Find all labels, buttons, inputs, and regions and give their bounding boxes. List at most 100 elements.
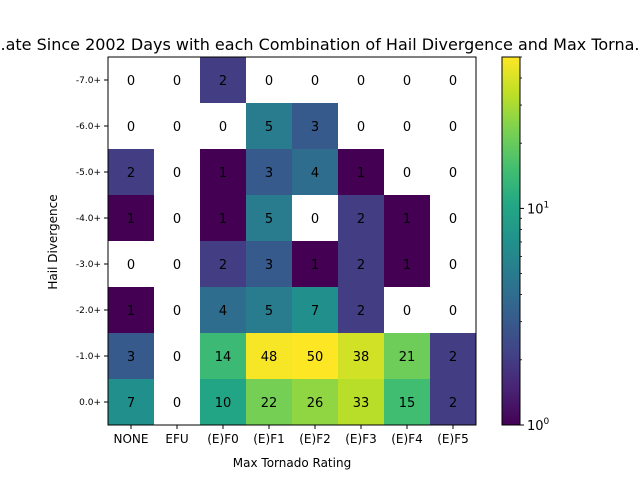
heatmap-cell: [384, 241, 431, 288]
cell-value-label: 0: [173, 350, 181, 365]
heatmap-cell: [338, 57, 385, 104]
heatmap-cell: [200, 195, 247, 242]
cell-value-label: 15: [399, 396, 416, 411]
cell-value-label: 14: [215, 350, 232, 365]
heatmap-cell: [384, 103, 431, 150]
cell-value-label: 0: [449, 258, 457, 273]
heatmap-cell: [108, 379, 155, 426]
heatmap-cell: [384, 57, 431, 104]
heatmap-cell: [292, 195, 339, 242]
heatmap-cell: [292, 333, 339, 380]
y-tick-label: 0.0+: [79, 398, 101, 408]
cell-value-label: 2: [449, 396, 457, 411]
cell-value-label: 3: [265, 258, 273, 273]
heatmap-cell: [200, 333, 247, 380]
heatmap-cell: [430, 57, 477, 104]
heatmap-cell: [246, 103, 293, 150]
x-tick-label: (E)F5: [437, 432, 468, 446]
cell-value-label: 1: [311, 258, 319, 273]
cell-value-label: 10: [215, 396, 232, 411]
y-tick-label: -6.0+: [76, 122, 101, 132]
heatmap-cell: [200, 241, 247, 288]
cell-value-label: 33: [353, 396, 370, 411]
cell-value-label: 0: [311, 74, 319, 89]
y-tick-label: -5.0+: [76, 168, 101, 178]
heatmap-cell: [338, 149, 385, 196]
heatmap-cell: [154, 287, 201, 334]
y-tick-label: -2.0+: [76, 306, 101, 316]
cell-value-label: 0: [403, 74, 411, 89]
heatmap-cell: [108, 57, 155, 104]
x-tick-label: (E)F0: [207, 432, 238, 446]
cell-value-label: 48: [261, 350, 278, 365]
heatmap-cell: [154, 379, 201, 426]
cell-value-label: 1: [403, 212, 411, 227]
heatmap-cell: [430, 379, 477, 426]
heatmap-cell: [430, 195, 477, 242]
cell-value-label: 0: [449, 74, 457, 89]
x-axis-label: Max Tornado Rating: [233, 456, 351, 470]
y-tick-label: -4.0+: [76, 214, 101, 224]
cell-value-label: 0: [449, 120, 457, 135]
cell-value-label: 21: [399, 350, 416, 365]
heatmap-cell: [292, 287, 339, 334]
heatmap-cell: [384, 149, 431, 196]
heatmap-cell: [200, 57, 247, 104]
cell-value-label: 3: [265, 166, 273, 181]
cell-value-label: 4: [219, 304, 227, 319]
heatmap-cell: [292, 103, 339, 150]
cell-value-label: 22: [261, 396, 278, 411]
y-tick-label: -3.0+: [76, 260, 101, 270]
x-tick-label: (E)F1: [253, 432, 284, 446]
heatmap-cell: [154, 241, 201, 288]
cell-value-label: 1: [127, 212, 135, 227]
colorbar-tick-label: 101: [527, 200, 549, 217]
cell-value-label: 0: [173, 74, 181, 89]
cell-value-label: 0: [173, 304, 181, 319]
cell-value-label: 5: [265, 120, 273, 135]
heatmap-cell: [108, 333, 155, 380]
heatmap-cell: [154, 149, 201, 196]
heatmap-cell: [338, 379, 385, 426]
heatmap-cell: [430, 149, 477, 196]
heatmap-cell: [338, 333, 385, 380]
heatmap-cell: [108, 195, 155, 242]
cell-value-label: 1: [403, 258, 411, 273]
y-tick-label: -1.0+: [76, 352, 101, 362]
heatmap-cell: [338, 241, 385, 288]
x-tick-label: NONE: [114, 432, 149, 446]
cell-value-label: 5: [265, 212, 273, 227]
cell-value-label: 1: [127, 304, 135, 319]
cell-value-label: 0: [311, 212, 319, 227]
cell-value-label: 0: [357, 74, 365, 89]
heatmap-cell: [292, 241, 339, 288]
x-tick-label: (E)F2: [299, 432, 330, 446]
cell-value-label: 5: [265, 304, 273, 319]
cell-value-label: 3: [127, 350, 135, 365]
heatmap-cell: [154, 333, 201, 380]
cell-value-label: 2: [219, 74, 227, 89]
cell-value-label: 0: [265, 74, 273, 89]
heatmap-cell: [430, 103, 477, 150]
heatmap-cell: [384, 379, 431, 426]
heatmap-cell: [246, 241, 293, 288]
cell-value-label: 38: [353, 350, 370, 365]
x-tick-label: EFU: [165, 432, 188, 446]
cell-value-label: 2: [357, 304, 365, 319]
heatmap-cell: [384, 287, 431, 334]
heatmap-cell: [108, 287, 155, 334]
heatmap-cell: [200, 379, 247, 426]
cell-value-label: 50: [307, 350, 324, 365]
cell-value-label: 0: [449, 166, 457, 181]
cell-value-label: 2: [357, 212, 365, 227]
cell-value-label: 0: [127, 258, 135, 273]
chart-title: ...ate Since 2002 Days with each Combina…: [0, 35, 640, 54]
heatmap-cell: [338, 287, 385, 334]
cell-value-label: 0: [173, 166, 181, 181]
heatmap-cell: [246, 287, 293, 334]
cell-value-label: 2: [449, 350, 457, 365]
plot-frame: [107, 56, 477, 426]
heatmap-cell: [384, 333, 431, 380]
heatmap-cell: [430, 287, 477, 334]
heatmap-cell: [246, 195, 293, 242]
